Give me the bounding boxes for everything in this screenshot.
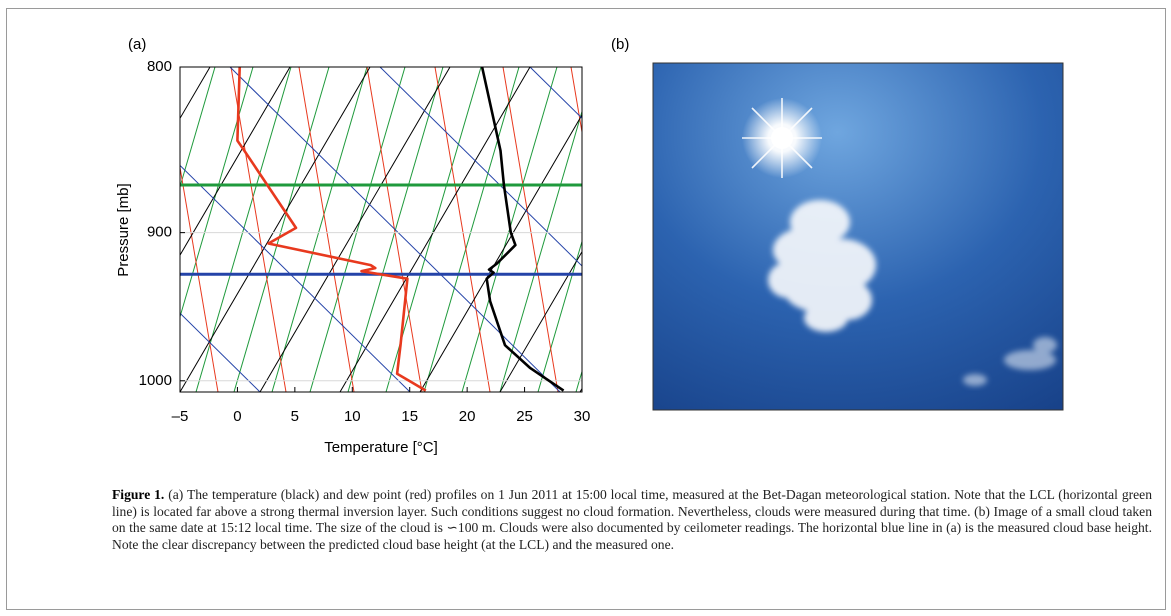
y-tick-label: 800 (147, 58, 172, 75)
photo (652, 62, 1064, 411)
x-axis-title: Temperature [°C] (324, 439, 438, 456)
background-line (180, 164, 219, 392)
background-line (309, 67, 406, 392)
background-line (423, 67, 520, 392)
plot-area (180, 67, 582, 392)
y-axis-title: Pressure [mb] (115, 183, 132, 276)
background-line (339, 67, 531, 392)
background-line (419, 113, 582, 392)
background-line (180, 67, 371, 392)
background-line (434, 67, 491, 392)
background-line (499, 250, 582, 392)
background-line (180, 67, 291, 257)
sun (771, 127, 793, 149)
background-line (180, 312, 261, 392)
caption-label: Figure 1. (112, 487, 165, 502)
background-line (499, 109, 582, 392)
x-tick-label: 15 (401, 408, 418, 425)
background-line (379, 67, 582, 267)
caption-text: (a) The temperature (black) and dew poin… (112, 487, 1153, 552)
x-tick-label: –5 (172, 408, 189, 425)
background-line (0, 67, 130, 392)
x-tick-label: 25 (516, 408, 533, 425)
x-tick-label: 30 (574, 408, 591, 425)
background-line (502, 67, 559, 392)
x-tick-label: 5 (291, 408, 299, 425)
caption: Figure 1. (a) The temperature (black) an… (112, 487, 1152, 553)
y-tick-label: 1000 (139, 372, 172, 389)
profile-line (236, 67, 427, 392)
background-line (233, 67, 330, 392)
figure: (a) (b) Pressure [mb] Temperature [°C] 8… (0, 36, 1064, 456)
y-tick-label: 900 (147, 224, 172, 241)
background-line (271, 67, 368, 392)
x-tick-label: 0 (233, 408, 241, 425)
panel-label: (b) (611, 36, 629, 53)
distant-cloud (963, 337, 1057, 386)
background-line (229, 67, 561, 392)
background-line (537, 239, 582, 392)
sky (652, 62, 1064, 411)
panel-label: (a) (128, 36, 146, 53)
background-line (570, 67, 582, 135)
background-line (230, 67, 287, 392)
figure-frame (6, 8, 1166, 610)
background-line (180, 67, 216, 189)
background-line (298, 67, 355, 392)
profile-line (480, 67, 565, 392)
background-line (180, 164, 411, 392)
x-tick-label: 20 (459, 408, 476, 425)
x-tick-label: 10 (344, 408, 361, 425)
skew-t-background (0, 67, 582, 392)
background-line (259, 67, 451, 392)
plot-frame (179, 66, 583, 393)
cloud (768, 200, 876, 332)
